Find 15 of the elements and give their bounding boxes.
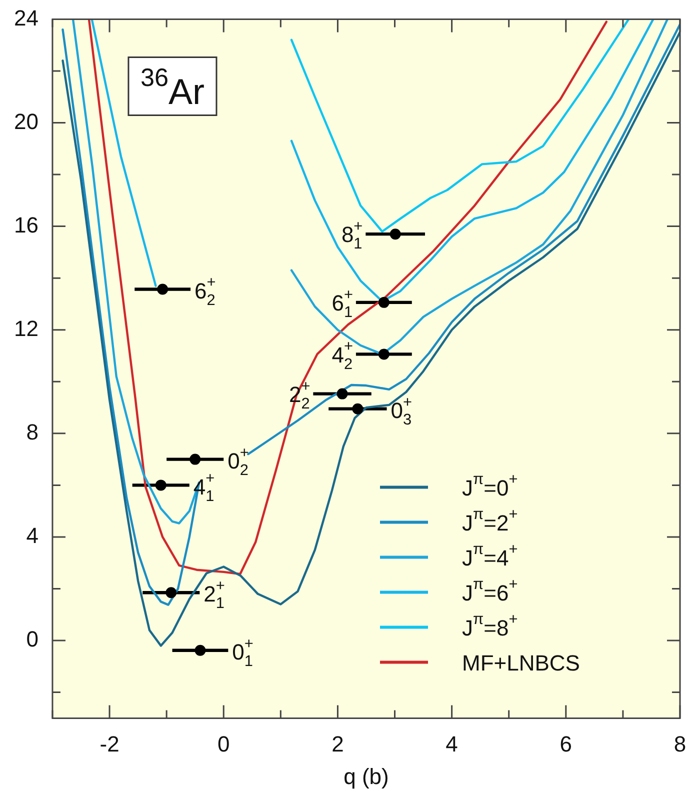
y-tick-label: 4 [26, 523, 38, 548]
y-tick-label: 0 [26, 626, 38, 652]
legend-label: MF+LNBCS [462, 650, 580, 676]
y-tick-label: 16 [14, 212, 38, 238]
x-tick-label: 4 [446, 731, 458, 756]
x-tick-label: 2 [332, 731, 344, 756]
x-axis-title: q (b) [344, 764, 389, 789]
x-tick-label: 6 [560, 731, 572, 756]
y-tick-label: 20 [14, 108, 38, 134]
x-tick-label: 8 [674, 731, 686, 756]
y-tick-label: 24 [14, 5, 38, 30]
y-tick-label: 12 [14, 316, 38, 341]
x-tick-label: 0 [217, 731, 230, 756]
x-tick-label: -2 [100, 731, 120, 756]
y-tick-label: 8 [26, 419, 38, 444]
